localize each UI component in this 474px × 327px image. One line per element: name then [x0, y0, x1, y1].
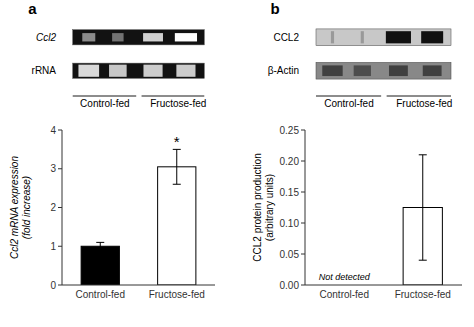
bar	[158, 167, 196, 285]
y-tick-label: 0.00	[280, 280, 300, 291]
y-tick-label: 0	[50, 280, 56, 291]
gel-strip	[316, 29, 451, 46]
y-tick-label: 0.25	[280, 125, 300, 136]
error-bar	[419, 155, 427, 260]
y-axis-label: Ccl2 mRNA expression(fold increase)	[9, 156, 32, 259]
gel-band	[423, 65, 442, 76]
group-label: Control-fed	[324, 98, 373, 109]
y-tick	[58, 207, 62, 208]
group-label: Fructose-fed	[150, 98, 206, 109]
gel-band	[361, 31, 364, 43]
group-underline	[387, 96, 451, 97]
gel-band	[354, 65, 371, 76]
panel-label: b	[270, 0, 279, 17]
gel-band	[176, 65, 195, 77]
gel-row-label: rRNA	[32, 65, 57, 76]
gel-band	[109, 65, 127, 77]
error-line	[100, 242, 101, 250]
gel-strip	[73, 30, 205, 45]
y-tick	[58, 168, 62, 169]
y-axis-label-line: Ccl2 mRNA expression	[9, 156, 20, 259]
bars	[403, 155, 442, 285]
y-tick-label: 1	[50, 241, 56, 252]
y-axis-label-line: (arbitrary units)	[264, 174, 275, 241]
gel-strip	[316, 62, 451, 79]
gel-band	[175, 33, 197, 41]
gel-band	[389, 65, 408, 76]
error-cap	[96, 250, 104, 251]
y-axis-label: CCL2 protein production(arbitrary units)	[252, 153, 275, 261]
x-tick-label: Control-fed	[320, 289, 369, 300]
y-axis-label-line: (fold increase)	[21, 176, 32, 239]
error-cap	[173, 184, 181, 185]
x-tick-label: Fructose-fed	[395, 289, 451, 300]
panel: CCL2 β-Actin Control-fed Fructose-fed b 0.00 0…	[252, 0, 462, 300]
error-bar	[173, 149, 181, 184]
gel-band	[82, 33, 95, 41]
bars	[81, 149, 196, 285]
y-tick	[58, 246, 62, 247]
gel-band	[322, 65, 342, 76]
x-axis	[62, 285, 215, 286]
y-tick	[58, 130, 62, 131]
error-line	[176, 149, 177, 184]
error-cap	[419, 260, 427, 261]
y-tick	[301, 192, 305, 193]
y-axis-label-line: CCL2 protein production	[252, 153, 263, 261]
panel: Ccl2 rRNA Control-fed Fructose-fed a 0 1 2 3 4 Con…	[9, 0, 215, 300]
group-underline	[142, 96, 205, 97]
x-axis	[305, 285, 462, 286]
y-tick-label: 0.20	[280, 156, 300, 167]
bar	[81, 246, 119, 285]
y-axis	[62, 130, 63, 285]
error-cap	[419, 154, 427, 155]
gel-band	[421, 31, 443, 43]
y-tick	[301, 223, 305, 224]
gel-band	[386, 31, 411, 43]
gel-band	[112, 33, 123, 41]
x-tick-label: Control-fed	[76, 289, 125, 300]
gel-row-label: CCL2	[273, 32, 299, 43]
y-axis	[305, 130, 306, 285]
gel-band	[78, 65, 99, 77]
y-tick-label: 0.05	[280, 249, 300, 260]
group-label: Fructose-fed	[396, 98, 452, 109]
annotation: *	[174, 133, 180, 150]
gel-row-label: β-Actin	[268, 65, 299, 76]
gel-row-label: Ccl2	[36, 32, 56, 43]
error-line	[422, 155, 423, 260]
y-tick	[301, 254, 305, 255]
gel-band	[143, 65, 162, 77]
group-label: Control-fed	[80, 98, 129, 109]
y-tick	[301, 285, 305, 286]
figure: Ccl2 rRNA Control-fed Fructose-fed a 0 1 2 3 4 Con…	[0, 0, 474, 327]
gel: Ccl2 rRNA Control-fed Fructose-fed	[32, 30, 207, 109]
y-tick-label: 2	[50, 202, 56, 213]
error-bar	[96, 242, 104, 250]
y-tick-label: 0.15	[280, 187, 300, 198]
gel-band	[331, 31, 334, 43]
group-underline	[316, 96, 381, 97]
annotation: Not detected	[319, 272, 371, 282]
y-tick	[301, 130, 305, 131]
y-tick	[301, 161, 305, 162]
x-tick-label: Fructose-fed	[149, 289, 205, 300]
y-tick-label: 0.10	[280, 218, 300, 229]
panel-label: a	[28, 0, 37, 17]
group-underline	[73, 96, 136, 97]
y-tick	[58, 285, 62, 286]
error-cap	[96, 242, 104, 243]
gel: CCL2 β-Actin Control-fed Fructose-fed	[268, 29, 453, 109]
y-tick-label: 3	[50, 163, 56, 174]
y-tick-label: 4	[50, 125, 56, 136]
gel-band	[143, 33, 163, 41]
gel-strip	[73, 63, 205, 78]
